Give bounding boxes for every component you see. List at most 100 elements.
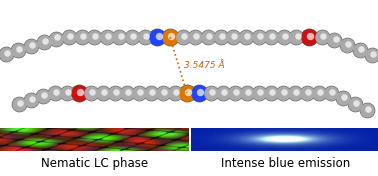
Point <box>129 36 135 39</box>
Point <box>104 36 110 39</box>
Point <box>3 53 9 55</box>
Point <box>257 90 263 93</box>
Point <box>281 36 287 39</box>
Point <box>142 36 148 39</box>
Point <box>53 90 59 93</box>
Point <box>180 36 186 39</box>
Point <box>124 92 130 95</box>
Point <box>100 92 106 95</box>
Point <box>29 44 35 46</box>
Point <box>369 54 375 56</box>
Point <box>256 92 262 95</box>
Point <box>79 36 85 39</box>
Point <box>64 92 70 95</box>
Point <box>76 92 82 95</box>
Point <box>124 92 130 95</box>
Point <box>196 92 202 95</box>
Point <box>256 36 262 39</box>
Point <box>142 36 148 39</box>
Point <box>328 92 334 95</box>
Point <box>116 36 122 39</box>
Point <box>42 40 48 43</box>
Point <box>365 107 371 110</box>
Point <box>181 35 187 37</box>
Point <box>184 92 190 95</box>
Point <box>293 36 299 39</box>
Point <box>220 92 226 95</box>
Point <box>129 36 135 39</box>
Point <box>28 45 34 48</box>
Point <box>344 43 350 46</box>
Text: 3.5475 Å: 3.5475 Å <box>184 61 225 70</box>
Point <box>316 92 322 95</box>
Point <box>160 92 166 95</box>
Point <box>305 90 311 93</box>
Point <box>192 36 198 39</box>
Point <box>358 47 364 50</box>
Point <box>304 92 310 95</box>
Point <box>268 92 274 95</box>
Point <box>154 36 160 39</box>
Point <box>218 36 224 39</box>
Point <box>329 90 335 93</box>
Point <box>104 36 110 39</box>
Point <box>319 36 325 39</box>
Point <box>105 35 111 37</box>
Point <box>41 94 47 97</box>
Point <box>333 37 339 40</box>
Point <box>148 92 154 95</box>
Text: Nematic LC phase: Nematic LC phase <box>41 157 148 170</box>
Point <box>112 92 118 95</box>
Point <box>53 37 59 40</box>
Point <box>168 35 174 37</box>
Point <box>89 90 95 93</box>
Point <box>91 36 97 39</box>
Point <box>268 92 274 95</box>
Point <box>155 35 161 37</box>
Point <box>197 90 203 93</box>
Point <box>282 35 288 37</box>
Point <box>29 98 35 101</box>
Point <box>357 49 363 51</box>
Point <box>154 36 160 39</box>
Point <box>245 90 251 93</box>
Point <box>332 38 338 41</box>
Point <box>269 35 275 37</box>
Point <box>91 36 97 39</box>
Point <box>54 36 60 39</box>
Point <box>205 36 211 39</box>
Point <box>306 36 312 39</box>
Point <box>364 108 370 111</box>
Point <box>172 92 178 95</box>
Point <box>149 90 155 93</box>
Point <box>230 36 236 39</box>
Point <box>16 103 22 106</box>
Point <box>205 36 211 39</box>
Point <box>143 35 149 37</box>
Point <box>65 90 71 93</box>
Point <box>306 36 312 39</box>
Point <box>307 35 313 37</box>
Point <box>28 45 34 48</box>
Point <box>256 92 262 95</box>
Point <box>218 36 224 39</box>
Point <box>243 36 249 39</box>
Point <box>268 36 274 39</box>
Point <box>220 92 226 95</box>
Point <box>353 102 359 104</box>
Point <box>118 35 124 37</box>
Point <box>294 35 301 37</box>
Text: Intense blue emission: Intense blue emission <box>221 157 350 170</box>
Point <box>370 53 376 55</box>
Point <box>340 97 346 100</box>
Point <box>136 92 142 95</box>
Point <box>233 90 239 93</box>
Point <box>15 49 21 52</box>
Point <box>345 42 351 45</box>
Point <box>88 92 94 95</box>
Point <box>113 90 119 93</box>
Point <box>167 36 173 39</box>
Point <box>357 49 363 51</box>
Point <box>244 92 250 95</box>
Point <box>4 51 10 54</box>
